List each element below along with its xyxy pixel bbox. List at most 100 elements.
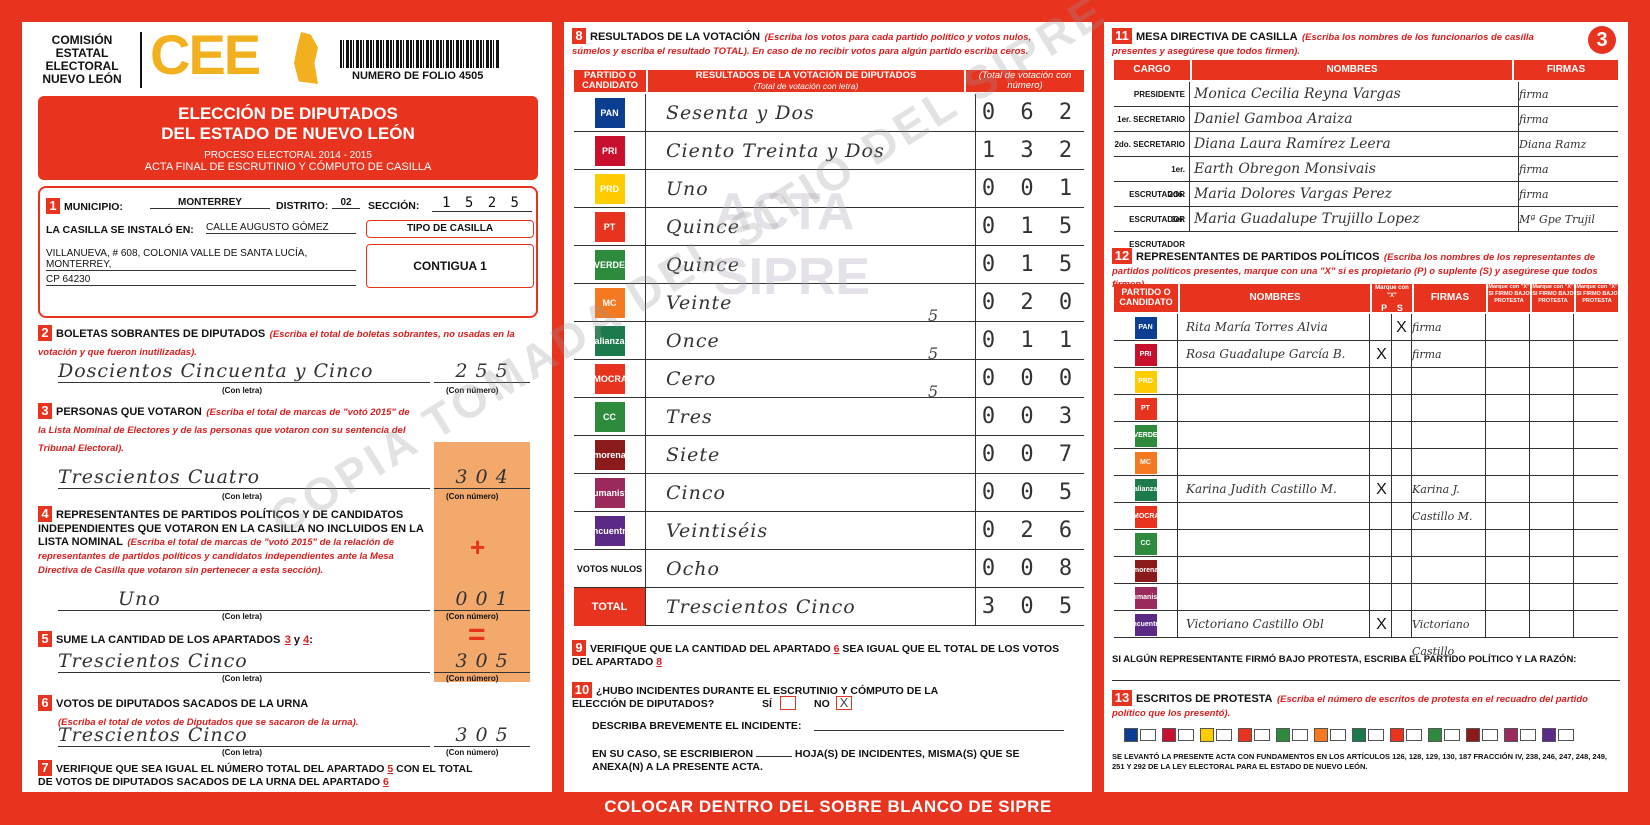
rep-s-checkbox[interactable] <box>1392 611 1412 638</box>
rep-protest-1-checkbox[interactable] <box>1486 368 1530 395</box>
rep-protest-3-checkbox[interactable] <box>1574 314 1618 341</box>
rep-protest-2-checkbox[interactable] <box>1530 341 1574 368</box>
rep-protest-2-checkbox[interactable] <box>1530 476 1574 503</box>
protest-count-field[interactable] <box>1216 728 1232 741</box>
rep-s-checkbox[interactable] <box>1392 584 1412 611</box>
rep-p-checkbox[interactable] <box>1372 449 1392 476</box>
rep-protest-2-checkbox[interactable] <box>1530 530 1574 557</box>
section-3-number-field[interactable]: 3 0 4 <box>434 466 530 489</box>
rep-signature-field[interactable] <box>1412 422 1486 449</box>
vote-letter-field[interactable]: Tres <box>646 398 976 436</box>
rep-s-checkbox[interactable] <box>1392 395 1412 422</box>
rep-protest-1-checkbox[interactable] <box>1486 611 1530 638</box>
mesa-name-field[interactable]: Monica Cecilia Reyna Vargas <box>1194 86 1401 102</box>
rep-s-checkbox[interactable] <box>1392 503 1412 530</box>
rep-p-checkbox[interactable]: X <box>1372 611 1392 638</box>
rep-protest-1-checkbox[interactable] <box>1486 449 1530 476</box>
tipo-casilla-field[interactable]: CONTIGUA 1 <box>366 244 534 288</box>
rep-name-field[interactable] <box>1180 422 1370 449</box>
vote-number-field[interactable]: 0 2 0 <box>981 290 1079 315</box>
rep-s-checkbox[interactable] <box>1392 557 1412 584</box>
protest-count-field[interactable] <box>1520 728 1536 741</box>
section-5-letter-field[interactable]: Trescientos Cinco <box>58 650 430 673</box>
vote-number-field[interactable]: 0 1 5 <box>981 214 1079 239</box>
rep-protest-3-checkbox[interactable] <box>1574 395 1618 422</box>
rep-name-field[interactable]: Victoriano Castillo Obl <box>1180 611 1370 638</box>
section-2-letter-field[interactable]: Doscientos Cincuenta y Cinco <box>58 360 430 383</box>
protest-count-field[interactable] <box>1292 728 1308 741</box>
seccion-field[interactable]: 1 5 2 5 <box>432 195 532 212</box>
rep-protest-1-checkbox[interactable] <box>1486 584 1530 611</box>
vote-number-field[interactable]: 0 0 3 <box>981 404 1079 429</box>
protest-count-field[interactable] <box>1558 728 1574 741</box>
vote-letter-field[interactable]: Veinte <box>646 284 976 322</box>
rep-s-checkbox[interactable] <box>1392 530 1412 557</box>
rep-protest-2-checkbox[interactable] <box>1530 368 1574 395</box>
section-6-number-field[interactable]: 3 0 5 <box>434 724 530 747</box>
rep-protest-1-checkbox[interactable] <box>1486 422 1530 449</box>
rep-signature-field[interactable] <box>1412 503 1486 530</box>
vote-letter-field[interactable]: Quince <box>646 208 976 246</box>
vote-number-field[interactable]: 0 6 2 <box>981 100 1079 125</box>
vote-number-field[interactable]: 0 1 5 <box>981 252 1079 277</box>
section-5-number-field[interactable]: 3 0 5 <box>434 650 530 673</box>
rep-signature-field[interactable] <box>1412 368 1486 395</box>
mesa-name-field[interactable]: Earth Obregon Monsivais <box>1194 161 1376 177</box>
rep-p-checkbox[interactable] <box>1372 395 1392 422</box>
rep-signature-field[interactable] <box>1412 395 1486 422</box>
vote-number-field[interactable]: 0 0 5 <box>981 480 1079 505</box>
rep-protest-3-checkbox[interactable] <box>1574 422 1618 449</box>
vote-number-field[interactable]: 0 1 1 <box>981 328 1079 353</box>
rep-s-checkbox[interactable] <box>1392 476 1412 503</box>
vote-letter-field[interactable]: Once <box>646 322 976 360</box>
rep-protest-3-checkbox[interactable] <box>1574 611 1618 638</box>
mesa-signature-field[interactable]: firma <box>1518 182 1618 207</box>
rep-protest-2-checkbox[interactable] <box>1530 611 1574 638</box>
votos-nulos-number[interactable]: 0 0 8 <box>981 556 1079 581</box>
rep-signature-field[interactable] <box>1412 584 1486 611</box>
rep-p-checkbox[interactable]: X <box>1372 476 1392 503</box>
vote-number-field[interactable]: 0 0 0 <box>981 366 1079 391</box>
rep-protest-2-checkbox[interactable] <box>1530 449 1574 476</box>
address-line-1[interactable]: CALLE AUGUSTO GÓMEZ <box>206 222 356 234</box>
rep-protest-2-checkbox[interactable] <box>1530 395 1574 422</box>
rep-p-checkbox[interactable] <box>1372 557 1392 584</box>
mesa-signature-field[interactable]: firma <box>1518 82 1618 107</box>
rep-name-field[interactable]: Rosa Guadalupe García B. <box>1180 341 1370 368</box>
rep-protest-2-checkbox[interactable] <box>1530 584 1574 611</box>
protest-count-field[interactable] <box>1482 728 1498 741</box>
vote-letter-field[interactable]: Veintiséis <box>646 512 976 550</box>
protest-reason-field[interactable] <box>1112 680 1620 681</box>
rep-protest-2-checkbox[interactable] <box>1530 503 1574 530</box>
mesa-name-field[interactable]: Maria Guadalupe Trujillo Lopez <box>1194 211 1420 227</box>
rep-protest-3-checkbox[interactable] <box>1574 584 1618 611</box>
mesa-name-field[interactable]: Daniel Gamboa Araiza <box>1194 111 1353 127</box>
rep-protest-3-checkbox[interactable] <box>1574 368 1618 395</box>
address-line-3[interactable]: CP 64230 <box>46 274 356 286</box>
rep-signature-field[interactable]: Victoriano Castillo <box>1412 611 1486 658</box>
rep-protest-1-checkbox[interactable] <box>1486 503 1530 530</box>
rep-s-checkbox[interactable] <box>1392 368 1412 395</box>
section-4-letter-field[interactable]: Uno <box>58 588 430 611</box>
section-4-number-field[interactable]: 0 0 1 <box>434 588 530 611</box>
rep-p-checkbox[interactable]: X <box>1372 341 1392 368</box>
vote-letter-field[interactable]: Uno <box>646 170 976 208</box>
rep-protest-3-checkbox[interactable] <box>1574 530 1618 557</box>
rep-protest-1-checkbox[interactable] <box>1486 476 1530 503</box>
vote-letter-field[interactable]: Siete <box>646 436 976 474</box>
rep-protest-1-checkbox[interactable] <box>1486 530 1530 557</box>
protest-count-field[interactable] <box>1178 728 1194 741</box>
rep-p-checkbox[interactable] <box>1372 368 1392 395</box>
address-line-2[interactable]: VILLANUEVA, # 608, COLONIA VALLE DE SANT… <box>46 248 356 271</box>
rep-name-field[interactable]: Karina Judith Castillo M. <box>1180 476 1370 503</box>
total-number[interactable]: 3 0 5 <box>981 594 1079 619</box>
rep-protest-1-checkbox[interactable] <box>1486 557 1530 584</box>
rep-name-field[interactable] <box>1180 584 1370 611</box>
vote-number-field[interactable]: 0 0 1 <box>981 176 1079 201</box>
mesa-name-field[interactable]: Maria Dolores Vargas Perez <box>1194 186 1393 202</box>
rep-protest-3-checkbox[interactable] <box>1574 557 1618 584</box>
rep-p-checkbox[interactable] <box>1372 584 1392 611</box>
vote-letter-field[interactable]: Quince <box>646 246 976 284</box>
vote-letter-field[interactable]: Sesenta y Dos <box>646 94 976 132</box>
rep-s-checkbox[interactable] <box>1392 449 1412 476</box>
